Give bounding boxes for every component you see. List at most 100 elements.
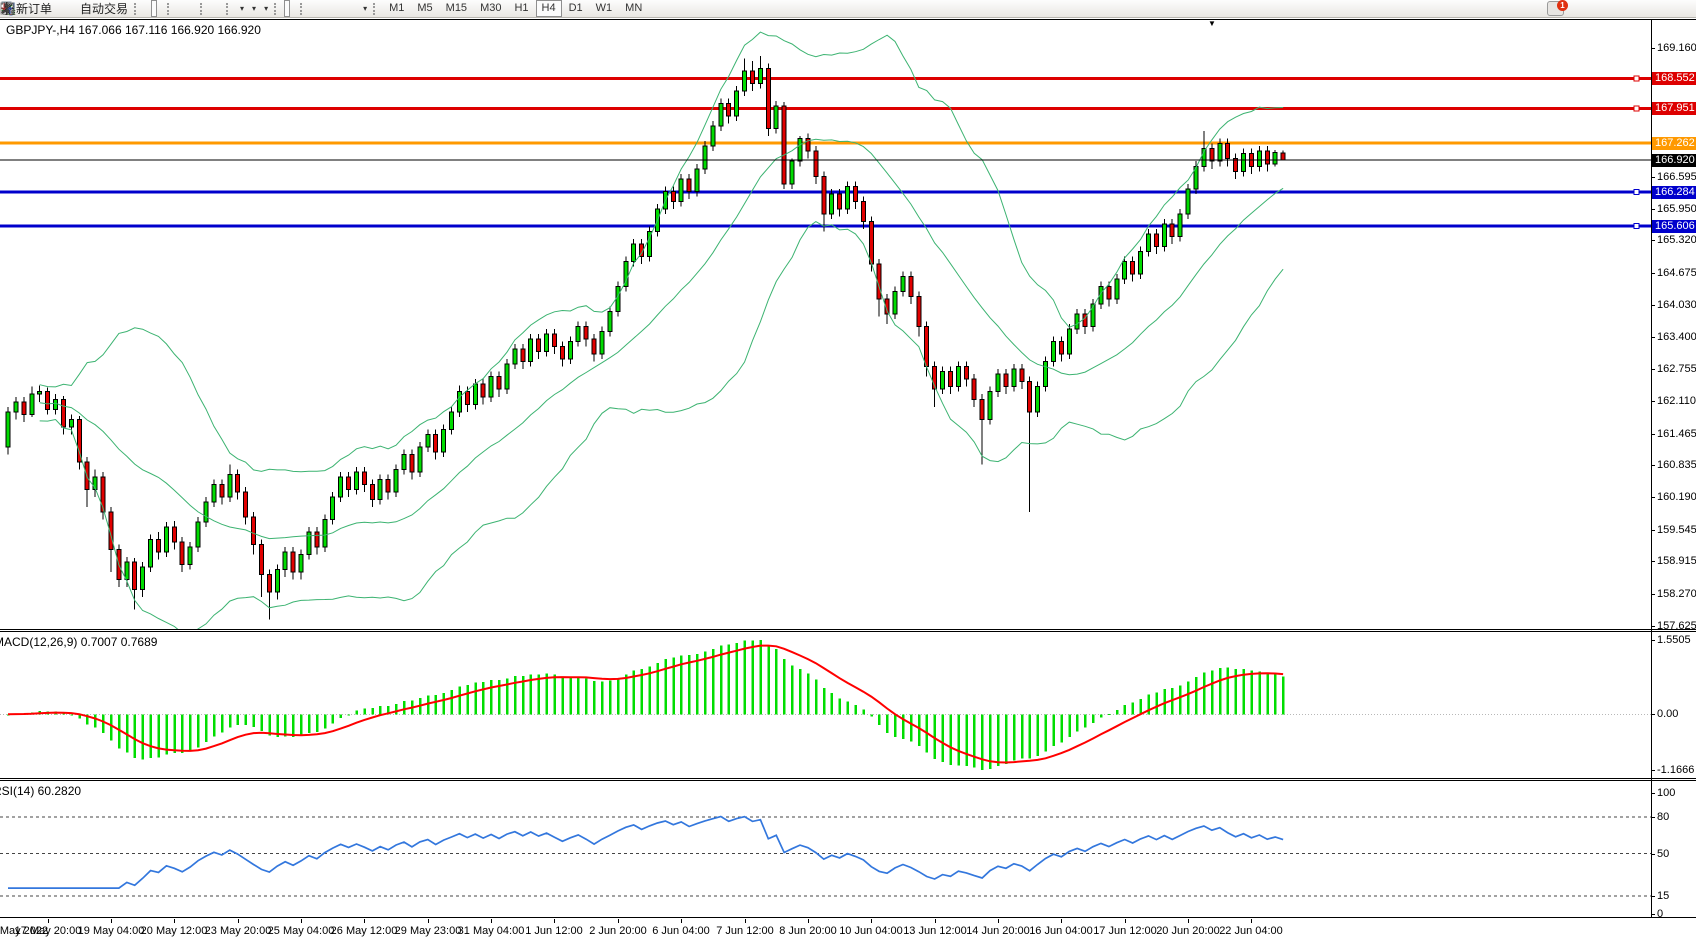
auto-scroll-button[interactable] xyxy=(1,0,216,17)
rsi-panel-canvas[interactable] xyxy=(0,781,1652,917)
fibonacci-button[interactable]: F xyxy=(1,0,344,17)
toolbar-grip[interactable] xyxy=(300,2,307,15)
chart-shift-marker[interactable]: ▼ xyxy=(1208,19,1216,28)
crosshair-button[interactable] xyxy=(1,0,297,17)
trendline-button[interactable] xyxy=(1,0,330,17)
bollinger-lower xyxy=(39,221,1284,629)
rsi-tick xyxy=(1651,793,1655,794)
time-tick xyxy=(871,919,872,923)
price-tick-label: 162.755 xyxy=(1657,363,1696,375)
vertical-line-button[interactable] xyxy=(6,0,316,17)
price-chart-canvas[interactable] xyxy=(0,20,1652,629)
svg-text:T: T xyxy=(4,4,10,15)
bollinger-middle xyxy=(39,138,1284,540)
hline-handle[interactable] xyxy=(1633,105,1640,112)
price-tick-label: 165.950 xyxy=(1657,203,1696,215)
new-order-button[interactable]: 新订单 xyxy=(1,0,55,17)
time-axis[interactable]: May 2022 17 May 20:00 19 May 04:00 20 May 1… xyxy=(0,918,1696,941)
new-order-label: 新订单 xyxy=(16,2,53,16)
hline-handle[interactable] xyxy=(1633,75,1640,82)
panel-separator-1[interactable] xyxy=(0,629,1696,630)
toolbar-grip[interactable] xyxy=(167,2,174,15)
notifications-icon[interactable]: 1 xyxy=(1547,0,1568,16)
equidistant-channel-button[interactable]: E xyxy=(0,0,337,17)
indicators-button[interactable]: ▾ xyxy=(0,0,247,17)
time-label: 1 Jun 12:00 xyxy=(525,925,583,937)
price-tick-label: 157.625 xyxy=(1657,620,1696,632)
timeframe-m5[interactable]: M5 xyxy=(417,2,433,14)
timeframe-w1[interactable]: W1 xyxy=(595,2,613,14)
price-badge-165.606: 165.606 xyxy=(1652,220,1696,233)
timeframe-h4[interactable]: H4 xyxy=(535,0,562,17)
timeframe-h1[interactable]: H1 xyxy=(514,2,529,14)
arrows-dropdown-caret[interactable]: ▾ xyxy=(363,4,368,13)
chart-type-group xyxy=(0,0,164,17)
arrows-button[interactable]: ▾ xyxy=(1,0,370,17)
timeframe-m1[interactable]: M1 xyxy=(389,2,405,14)
market-watch-button[interactable] xyxy=(1,0,69,17)
price-badge-168.552: 168.552 xyxy=(1652,72,1696,85)
autotrading-button[interactable]: 自动交易 xyxy=(1,0,131,17)
time-label: 6 Jun 04:00 xyxy=(652,925,710,937)
price-tick-label: 166.595 xyxy=(1657,171,1696,183)
price-tick xyxy=(1651,530,1655,531)
rsi-axis-label: 50 xyxy=(1657,848,1670,860)
time-tick xyxy=(48,919,49,923)
timeframe-m30[interactable]: M30 xyxy=(480,2,502,14)
zoom-group xyxy=(0,0,197,17)
price-tick-label: 159.545 xyxy=(1657,524,1696,536)
toolbar-grip[interactable] xyxy=(226,2,233,15)
time-tick xyxy=(1188,919,1189,923)
timeframe-mn[interactable]: MN xyxy=(625,2,643,14)
price-tick xyxy=(1651,401,1655,402)
text-label-button[interactable]: T xyxy=(0,0,358,17)
chart-top-border xyxy=(0,19,1696,20)
periods-button[interactable]: ▾ xyxy=(1,0,259,17)
time-label: 17 Jun 12:00 xyxy=(1093,925,1157,937)
time-label: 8 Jun 20:00 xyxy=(779,925,837,937)
hline-handle[interactable] xyxy=(1633,223,1640,230)
price-tick xyxy=(1651,305,1655,306)
horizontal-line-button[interactable] xyxy=(1,0,323,17)
price-tick-label: 162.110 xyxy=(1657,395,1696,407)
periods-dropdown-caret[interactable]: ▾ xyxy=(252,4,257,13)
timeframe-m15[interactable]: M15 xyxy=(445,2,468,14)
hline-handle[interactable] xyxy=(1633,189,1640,196)
text-button[interactable]: A xyxy=(2,0,351,17)
time-label: 14 Jun 20:00 xyxy=(966,925,1030,937)
toolbar-grip[interactable] xyxy=(274,2,281,15)
indicators-dropdown-caret[interactable]: ▾ xyxy=(240,4,245,13)
toolbar-grip[interactable] xyxy=(373,2,380,15)
toolbar-grip[interactable] xyxy=(200,2,207,15)
profiles-button[interactable] xyxy=(1,0,62,17)
zoom-in-button[interactable] xyxy=(1,0,183,17)
templates-button[interactable]: ▾ xyxy=(0,0,271,17)
timeframe-d1[interactable]: D1 xyxy=(568,2,583,14)
templates-dropdown-caret[interactable]: ▾ xyxy=(264,4,269,13)
panel-separator-2b[interactable] xyxy=(0,780,1696,781)
toolbar-grip[interactable] xyxy=(134,2,141,15)
svg-text:A: A xyxy=(2,2,10,16)
time-tick xyxy=(174,919,175,923)
time-tick xyxy=(935,919,936,923)
macd-panel-canvas[interactable] xyxy=(0,632,1652,778)
cursor-button[interactable] xyxy=(4,0,291,17)
macd-label: MACD(12,26,9) 0.7007 0.7689 xyxy=(0,635,158,649)
time-label: 20 May 12:00 xyxy=(140,925,208,937)
price-tick xyxy=(1651,369,1655,370)
chart-shift-button[interactable] xyxy=(1,0,223,17)
price-tick-label: 163.400 xyxy=(1657,331,1696,343)
macd-axis-label: 1.5505 xyxy=(1657,634,1691,646)
candlestick-chart-button[interactable] xyxy=(0,0,158,17)
bar-chart-button[interactable] xyxy=(0,0,150,17)
price-tick xyxy=(1651,177,1655,178)
tile-windows-button[interactable] xyxy=(0,0,197,17)
rsi-axis-label: 80 xyxy=(1657,811,1670,823)
panel-separator-2[interactable] xyxy=(0,778,1696,779)
time-label: 16 Jun 04:00 xyxy=(1029,925,1093,937)
signals-button[interactable] xyxy=(1,0,76,17)
line-chart-button[interactable] xyxy=(0,0,164,17)
panel-separator-1b[interactable] xyxy=(0,631,1696,632)
macd-axis-label: 0.00 xyxy=(1657,708,1679,720)
zoom-out-button[interactable] xyxy=(1,0,190,17)
